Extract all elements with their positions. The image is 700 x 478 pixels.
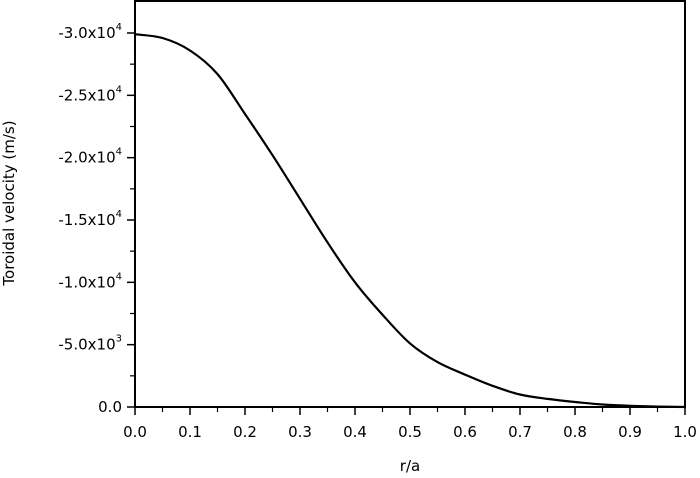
x-tick-label: 0.2 — [233, 423, 257, 441]
x-tick-label: 0.1 — [178, 423, 202, 441]
x-axis-title: r/a — [400, 457, 420, 475]
x-tick-label: 0.7 — [508, 423, 532, 441]
y-axis-title: Toroidal velocity (m/s) — [0, 120, 18, 286]
toroidal-velocity-curve — [134, 33, 686, 409]
y-tick-label: -1.0x104 — [58, 271, 122, 291]
y-axis-ticks: 0.0 -5.0x103 -1.0x104 -1.5x104 -2.0x104 -2.5x… — [58, 22, 135, 416]
y-tick-label: -2.0x104 — [58, 147, 122, 167]
x-axis-ticks: 0.0 0.1 0.2 0.3 0.4 0.5 0.6 0.7 0.8 0.9 1.0 — [123, 407, 697, 441]
y-tick-label: -3.0x104 — [58, 22, 122, 42]
x-tick-label: 0.0 — [123, 423, 147, 441]
y-tick-label: 0.0 — [98, 398, 122, 416]
plot-frame — [134, 0, 686, 408]
x-tick-label: 0.3 — [288, 423, 312, 441]
x-tick-label: 0.8 — [563, 423, 587, 441]
y-tick-label: -2.5x104 — [58, 84, 122, 104]
x-tick-label: 0.6 — [453, 423, 477, 441]
y-tick-label: -5.0x103 — [58, 334, 122, 354]
y-tick-label: -1.5x104 — [58, 209, 122, 229]
x-tick-label: 0.9 — [618, 423, 642, 441]
x-tick-label: 0.4 — [343, 423, 367, 441]
x-tick-label: 1.0 — [673, 423, 697, 441]
x-tick-label: 0.5 — [398, 423, 422, 441]
